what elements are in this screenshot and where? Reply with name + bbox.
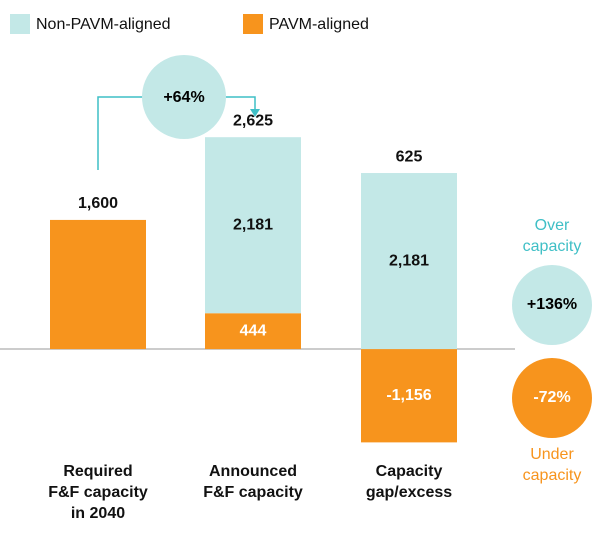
bar-value-label: 2,181: [389, 252, 429, 269]
growth-bubble: [142, 55, 226, 139]
bar-value-label: 2,181: [233, 216, 273, 233]
over-value: +136%: [527, 296, 577, 313]
bar-value-label: 444: [240, 322, 267, 339]
bar-segment: [50, 219, 146, 350]
bar-value-label: -1,156: [386, 387, 431, 404]
bar-segment: [205, 137, 301, 314]
under-value: -72%: [533, 389, 570, 406]
under-label: Under capacity: [523, 446, 582, 484]
category-label: Required F&F capacity in 2040: [48, 463, 148, 522]
total-label: 2,625: [233, 112, 273, 129]
legend-swatch: [10, 14, 30, 34]
legend-swatch: [243, 14, 263, 34]
arrow-head: [250, 109, 260, 117]
category-label: Capacity gap/excess: [366, 463, 452, 501]
bar-segment: [205, 313, 301, 350]
category-label: Announced F&F capacity: [203, 463, 303, 501]
bar-segment: [361, 349, 457, 443]
over-bubble: [512, 265, 592, 345]
legend-label: PAVM-aligned: [269, 16, 369, 33]
bar-segment: [361, 173, 457, 350]
over-label: Over capacity: [523, 217, 582, 255]
growth-label: +64%: [163, 89, 204, 106]
total-label: 625: [396, 148, 423, 165]
total-label: 1,600: [78, 195, 118, 212]
under-bubble: [512, 358, 592, 438]
legend-label: Non-PAVM-aligned: [36, 16, 171, 33]
